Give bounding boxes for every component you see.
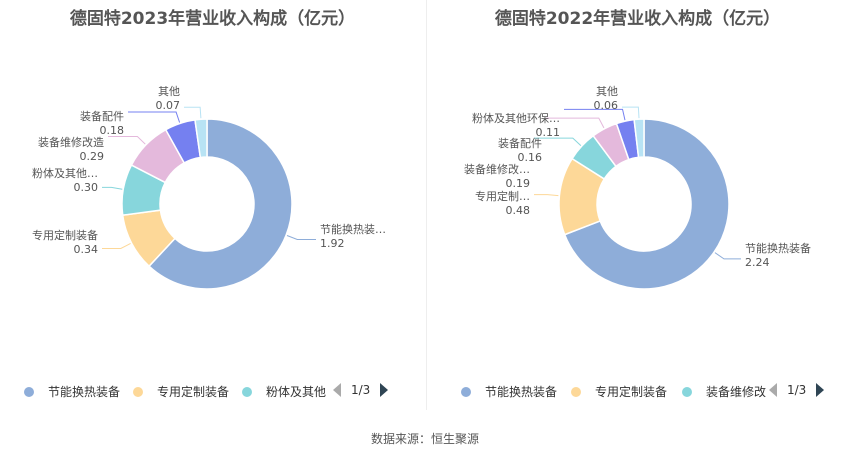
slice-value-label: 0.48 — [506, 204, 531, 217]
slice-label: 装备维修改造 — [38, 135, 104, 149]
slice-label: 装备配件 — [80, 109, 124, 123]
slice-value-label: 0.34 — [74, 243, 99, 256]
prev-page-icon[interactable] — [769, 383, 777, 397]
legend-label: 节能换热装备 — [485, 385, 558, 399]
chart-2023: 德固特2023年营业收入构成（亿元） 节能换热装… 1.92 专用定制装备 0.34 粉… — [0, 0, 425, 420]
page-indicator: 1/3 — [351, 383, 371, 397]
divider — [426, 0, 427, 410]
legend-pager: 1/3 — [333, 383, 389, 397]
slice-value-label: 2.24 — [745, 256, 770, 269]
chart-2022: 德固特2022年营业收入构成（亿元） 节能换热装备 2.24 专用定制… 0.48 装备… — [425, 0, 850, 420]
leader-line — [184, 106, 202, 119]
leader-line — [714, 252, 741, 260]
slice-label: 其他 — [596, 85, 618, 98]
leader-line — [128, 111, 181, 123]
slice-6[interactable] — [633, 118, 645, 159]
data-source: 数据来源：恒生聚源 — [370, 432, 479, 446]
legend-label: 粉体及其他 — [266, 385, 327, 399]
next-page-icon[interactable] — [816, 383, 825, 397]
leader-line — [564, 108, 626, 121]
slice-label: 节能换热装备 — [745, 241, 811, 255]
leader-line — [102, 242, 131, 249]
legend-label: 节能换热装备 — [48, 385, 121, 399]
slice-1[interactable] — [563, 118, 730, 290]
slice-label: 专用定制装备 — [32, 228, 98, 242]
chart-title: 德固特2023年营业收入构成（亿元） — [69, 9, 356, 29]
leader-line — [102, 186, 123, 190]
slice-value-label: 0.11 — [536, 126, 561, 139]
leader-line — [622, 106, 640, 119]
slice-value-label: 0.06 — [594, 99, 619, 112]
slice-value-label: 0.18 — [100, 124, 125, 137]
page-indicator: 1/3 — [787, 383, 807, 397]
legend-item[interactable]: 装备维修改 — [682, 383, 766, 400]
legend-item[interactable]: 专用定制装备 — [571, 383, 667, 400]
slice-label: 装备维修改… — [464, 162, 530, 176]
leader-line — [286, 235, 316, 241]
legend-label: 专用定制装备 — [157, 385, 230, 399]
leader-line — [534, 137, 582, 146]
slice-value-label: 1.92 — [320, 237, 345, 250]
slice-label: 装备配件 — [498, 136, 542, 150]
leader-line — [534, 194, 559, 197]
slice-label: 节能换热装… — [320, 222, 386, 236]
legend-dot-icon — [571, 386, 581, 397]
slice-label: 专用定制… — [475, 189, 530, 203]
slice-6[interactable] — [194, 118, 208, 159]
legend-item[interactable]: 粉体及其他 — [242, 383, 326, 400]
slice-label: 粉体及其他环保… — [472, 111, 560, 125]
slice-value-label: 0.19 — [506, 177, 531, 190]
next-page-icon[interactable] — [380, 383, 389, 397]
legend-dot-icon — [133, 386, 143, 397]
legend-item[interactable]: 专用定制装备 — [133, 383, 229, 400]
legend-label: 装备维修改 — [706, 385, 767, 399]
legend-dot-icon — [242, 386, 252, 397]
legend-dot-icon — [24, 386, 34, 397]
leader-line — [546, 117, 605, 129]
slice-label: 粉体及其他… — [32, 166, 98, 180]
legend-dot-icon — [682, 386, 692, 397]
chart-title: 德固特2022年营业收入构成（亿元） — [494, 9, 781, 29]
slice-value-label: 0.29 — [80, 150, 105, 163]
legend-dot-icon — [461, 386, 471, 397]
slice-value-label: 0.30 — [74, 181, 99, 194]
leader-line — [108, 135, 146, 145]
legend: 节能换热装备 专用定制装备 粉体及其他 1/3 — [0, 383, 425, 403]
legend: 节能换热装备 专用定制装备 装备维修改 1/3 — [425, 383, 850, 403]
legend-pager: 1/3 — [769, 383, 825, 397]
slice-value-label: 0.07 — [156, 99, 181, 112]
slice-value-label: 0.16 — [518, 151, 543, 164]
legend-label: 专用定制装备 — [595, 385, 668, 399]
slice-label: 其他 — [158, 85, 180, 98]
legend-item[interactable]: 节能换热装备 — [461, 383, 557, 400]
prev-page-icon[interactable] — [333, 383, 341, 397]
slice-1[interactable] — [148, 118, 293, 290]
legend-item[interactable]: 节能换热装备 — [24, 383, 120, 400]
